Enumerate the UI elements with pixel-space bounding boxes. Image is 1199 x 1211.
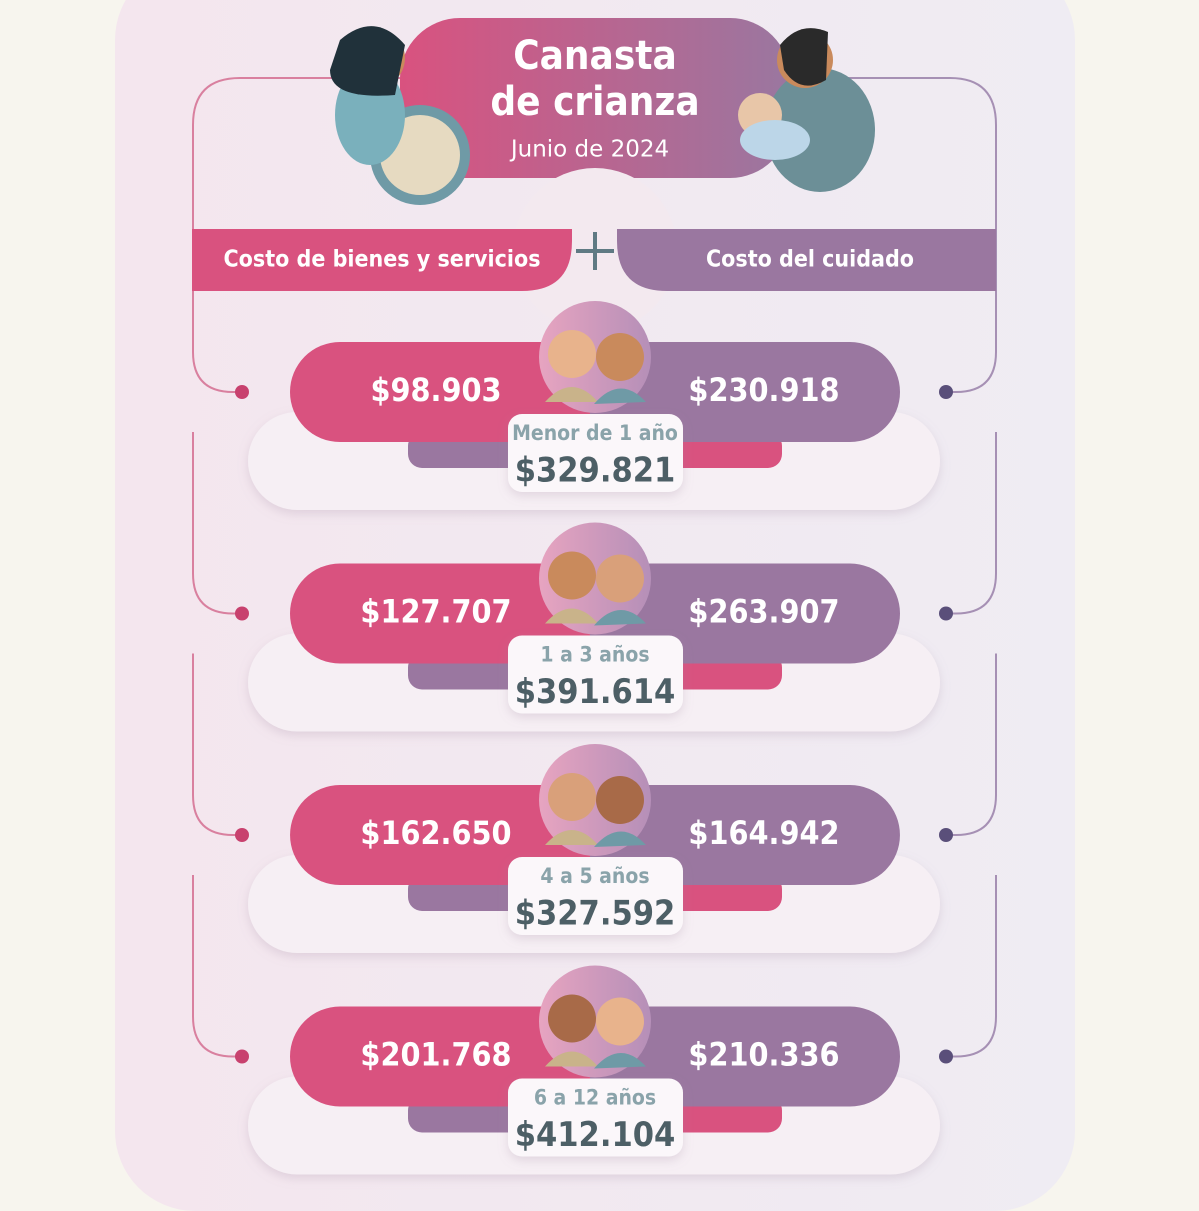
title-line: Canasta [513, 33, 677, 79]
kid-body [594, 1052, 646, 1069]
goods-value: $127.707 [360, 593, 511, 631]
connector [192, 77, 400, 240]
plus-sign [576, 232, 614, 270]
dot [235, 1049, 249, 1064]
kid-face [548, 994, 596, 1043]
kid-body [594, 831, 646, 847]
care-value: $230.918 [688, 371, 839, 409]
dot [235, 828, 249, 842]
parent-illustration-left [330, 26, 470, 205]
age-label: Menor de 1 año [512, 421, 678, 445]
age-box [508, 414, 683, 492]
connector [192, 653, 242, 836]
age-box [508, 1078, 683, 1157]
age-label: 4 a 5 años [540, 864, 649, 888]
dot [939, 1049, 953, 1064]
dot [939, 606, 953, 621]
dot [939, 828, 953, 842]
kid-face [596, 997, 644, 1046]
connector [946, 240, 997, 393]
kid-face [596, 776, 644, 824]
dot [235, 385, 249, 399]
connector [946, 432, 997, 615]
kid-face [548, 773, 596, 821]
kid-body [594, 609, 646, 626]
care-value: $210.336 [688, 1036, 839, 1074]
care-header: Costo del cuidado [706, 247, 914, 273]
kid-face [596, 333, 644, 381]
kid-face [548, 330, 596, 378]
goods-value: $162.650 [360, 814, 511, 852]
connector [790, 77, 997, 240]
connector [192, 875, 242, 1058]
age-box [508, 635, 683, 714]
connector [192, 240, 242, 393]
goods-value: $98.903 [370, 371, 501, 409]
dot [939, 385, 953, 399]
kid-body [545, 830, 598, 845]
kid-body [545, 387, 598, 402]
age-label: 1 a 3 años [540, 643, 649, 667]
rows: $98.903 $230.918 Menor de 1 año $329.821 $12… [235, 301, 953, 1175]
age-box [508, 857, 683, 935]
age-label: 6 a 12 años [534, 1086, 656, 1110]
kid-body [545, 1051, 598, 1067]
parent-illustration-right [738, 28, 875, 192]
kid-face [596, 554, 644, 603]
total-value: $327.592 [515, 894, 676, 934]
connector [192, 432, 242, 615]
connector [946, 653, 997, 836]
subtitle: Junio de 2024 [509, 137, 669, 163]
care-header-bg [617, 229, 996, 291]
goods-value: $201.768 [360, 1036, 511, 1074]
connector [946, 875, 997, 1058]
care-value: $263.907 [688, 593, 839, 631]
connectors [192, 77, 997, 1058]
goods-header-bg [192, 229, 572, 291]
header-banner [400, 18, 790, 178]
total-value: $329.821 [515, 451, 676, 491]
kid-body [594, 388, 646, 404]
dot [235, 606, 249, 621]
care-value: $164.942 [688, 814, 839, 852]
kid-body [545, 608, 598, 624]
title-line: de crianza [490, 79, 699, 125]
kid-face [548, 551, 596, 600]
goods-header: Costo de bienes y servicios [223, 247, 540, 273]
total-value: $391.614 [515, 672, 676, 712]
total-value: $412.104 [515, 1115, 676, 1155]
